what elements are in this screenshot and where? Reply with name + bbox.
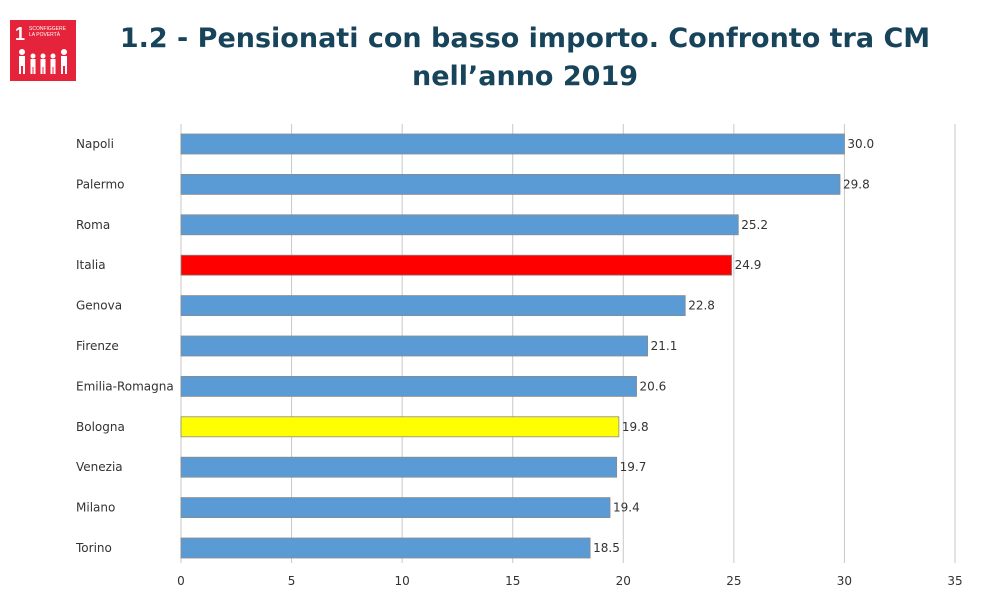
data-label: 19.8 [622, 420, 649, 434]
data-label: 19.7 [620, 460, 647, 474]
category-label: Napoli [76, 137, 114, 151]
bar [180, 416, 620, 438]
bar [180, 133, 845, 155]
x-tick-label: 10 [395, 574, 410, 588]
bar [180, 173, 841, 195]
category-label: Genova [76, 299, 122, 313]
category-label: Milano [76, 501, 115, 515]
bar [180, 537, 591, 559]
category-label: Bologna [76, 420, 125, 434]
x-tick-label: 25 [726, 574, 741, 588]
bar [180, 295, 686, 317]
sdg-logo: 1 SCONFIGGERE LA POVERTÀ [10, 20, 76, 81]
data-label: 30.0 [847, 137, 874, 151]
data-label: 29.8 [843, 177, 870, 191]
sdg-goal-1-no-poverty-icon: 1 SCONFIGGERE LA POVERTÀ [15, 24, 67, 74]
category-label: Italia [76, 258, 106, 272]
category-label: Torino [75, 541, 112, 555]
logo-text-line1: SCONFIGGERE [29, 26, 67, 32]
bar [180, 335, 649, 357]
data-label: 19.4 [613, 501, 640, 515]
data-label: 21.1 [651, 339, 678, 353]
category-label: Emilia-Romagna [76, 379, 174, 393]
title-line-2: nell’anno 2019 [411, 61, 639, 92]
category-label: Venezia [76, 460, 123, 474]
data-label: 22.8 [688, 299, 715, 313]
x-tick-label: 0 [177, 574, 185, 588]
x-tick-label: 5 [288, 574, 296, 588]
data-label: 24.9 [735, 258, 762, 272]
people-figures-icon [19, 49, 67, 74]
logo-number: 1 [15, 24, 25, 44]
bar [180, 375, 637, 397]
bar [180, 254, 733, 276]
title-line-1: 1.2 - Pensionati con basso importo. Conf… [119, 23, 931, 54]
x-tick-label: 35 [947, 574, 962, 588]
x-tick-label: 30 [837, 574, 852, 588]
bar [180, 214, 739, 236]
data-label: 25.2 [741, 218, 768, 232]
bar [180, 497, 611, 519]
data-label: 18.5 [593, 541, 620, 555]
x-tick-label: 15 [505, 574, 520, 588]
category-label: Roma [76, 218, 110, 232]
category-label: Firenze [76, 339, 119, 353]
category-label: Palermo [76, 177, 125, 191]
bar [180, 456, 618, 478]
page-title: 1.2 - Pensionati con basso importo. Conf… [95, 20, 955, 96]
logo-text-line2: LA POVERTÀ [29, 31, 61, 38]
x-tick-label: 20 [616, 574, 631, 588]
data-label: 20.6 [640, 379, 667, 393]
